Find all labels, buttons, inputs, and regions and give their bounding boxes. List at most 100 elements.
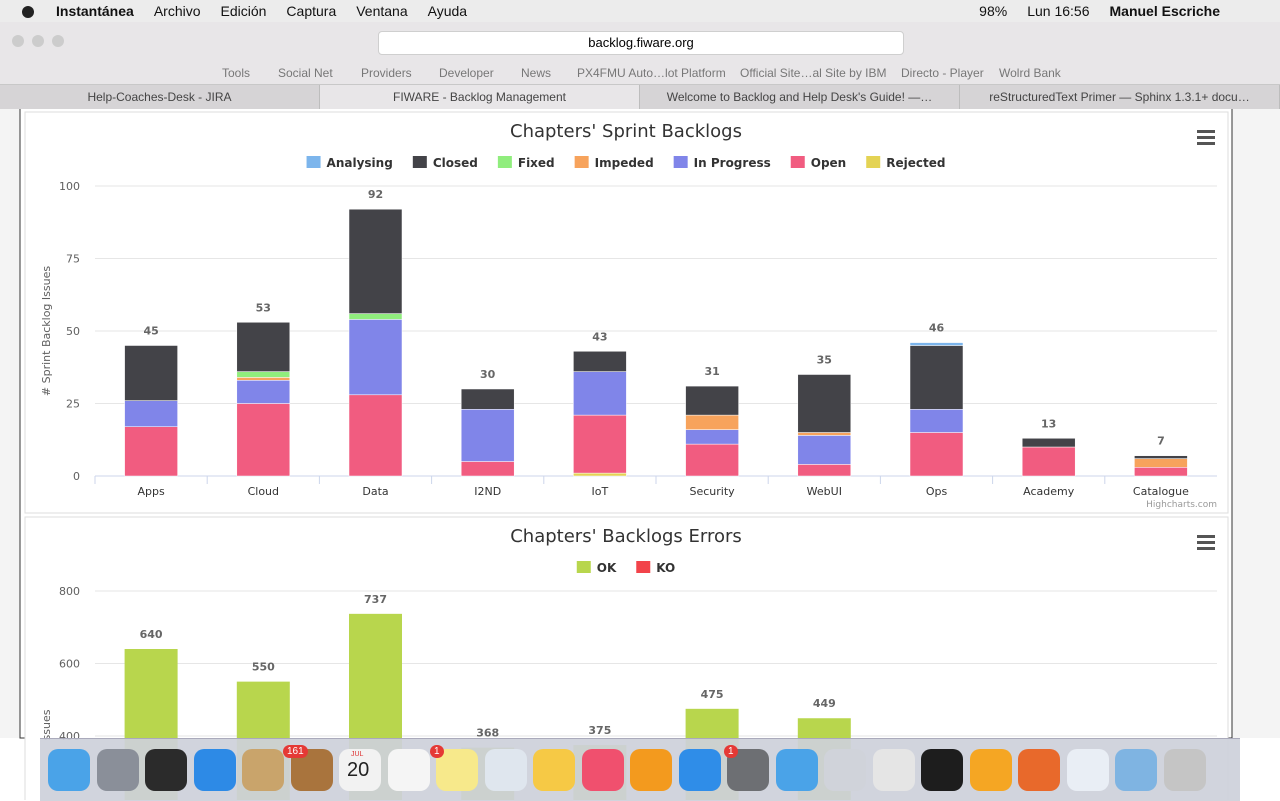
legend-label: OK <box>597 561 617 575</box>
menu[interactable]: Archivo <box>153 3 201 19</box>
bookmark[interactable]: PX4FMU Auto…lot Platform <box>577 66 726 80</box>
menu[interactable]: Ventana <box>356 3 408 19</box>
legend-label: Fixed <box>518 156 555 170</box>
app-name[interactable]: Instantánea <box>56 3 134 19</box>
y-tick-label: 75 <box>66 253 80 266</box>
tab[interactable]: Help-Coaches-Desk - JIRA <box>0 85 320 109</box>
dock-icon[interactable] <box>242 749 284 791</box>
stack-total: 30 <box>480 368 496 381</box>
tab[interactable]: FIWARE - Backlog Management <box>320 85 640 109</box>
legend-swatch <box>673 156 688 168</box>
menu-icon-line <box>1197 130 1215 133</box>
legend-swatch <box>574 156 589 168</box>
bar-segment <box>1021 446 1076 477</box>
toolbar: backlog.fiware.org <box>0 22 1280 62</box>
data-label: 640 <box>140 628 163 641</box>
data-label: 737 <box>364 593 387 606</box>
legend-swatch <box>790 156 805 168</box>
bar-segment <box>797 432 852 436</box>
bar-segment <box>124 345 178 401</box>
bar-segment <box>1134 467 1188 477</box>
data-label: 475 <box>701 688 724 701</box>
dock-icon[interactable] <box>775 749 818 791</box>
bar-segment <box>685 429 739 445</box>
dock-icon[interactable] <box>533 749 575 791</box>
apple-icon[interactable] <box>20 3 36 19</box>
bookmark[interactable]: Directo - Player <box>901 66 984 80</box>
bar-segment <box>685 385 739 416</box>
battery[interactable]: 98% <box>979 3 1008 19</box>
dock-icon[interactable] <box>678 749 721 791</box>
legend-swatch <box>306 156 321 168</box>
bar-segment <box>909 345 964 410</box>
dock-icon[interactable] <box>872 749 915 791</box>
menu-icon-line <box>1197 136 1215 139</box>
bookmark[interactable]: Wolrd Bank <box>999 66 1061 80</box>
menubar: Instantánea Archivo Edición Captura Vent… <box>0 0 1280 22</box>
bookmark[interactable]: News <box>521 66 552 80</box>
tab[interactable]: reStructuredText Primer — Sphinx 1.3.1+ … <box>960 85 1280 109</box>
bookmark[interactable]: Tools <box>222 66 251 80</box>
bar-segment <box>236 377 291 381</box>
dock-icon[interactable] <box>1066 749 1109 791</box>
y-tick-label: 800 <box>59 585 80 598</box>
dock-icon[interactable] <box>484 749 527 791</box>
dock-icon[interactable] <box>921 749 963 791</box>
data-label: 550 <box>252 661 275 674</box>
data-label: 368 <box>476 727 499 740</box>
tab-bar: Help-Coaches-Desk - JIRA FIWARE - Backlog… <box>0 84 1280 109</box>
legend: OK KO <box>576 561 675 575</box>
data-label: 449 <box>813 697 836 710</box>
badge: 1 <box>724 745 738 758</box>
dock-icon[interactable] <box>1115 749 1157 791</box>
x-tick-label: IoT <box>592 485 609 498</box>
x-tick-label: Ops <box>926 485 948 498</box>
calendar-day: 20 <box>347 759 370 781</box>
menu-icon-line <box>1197 142 1215 145</box>
url-bar[interactable]: backlog.fiware.org <box>378 31 904 55</box>
bar-segment <box>1134 458 1188 468</box>
tab[interactable]: Welcome to Backlog and Help Desk's Guide… <box>640 85 960 109</box>
bookmark[interactable]: Providers <box>361 66 412 80</box>
x-tick-label: Cloud <box>248 485 279 498</box>
dock-icon[interactable] <box>969 749 1012 791</box>
dock-icon[interactable] <box>387 749 430 791</box>
badge: 1 <box>430 745 444 758</box>
dock-icon[interactable] <box>1163 749 1206 791</box>
menu[interactable]: Captura <box>286 3 337 19</box>
menu[interactable]: Edición <box>220 3 267 19</box>
dock-icon[interactable] <box>339 749 381 791</box>
x-tick-label: Apps <box>137 485 164 498</box>
dock-icon[interactable] <box>96 749 139 791</box>
menu[interactable]: Ayuda <box>427 3 468 19</box>
legend-label: Closed <box>433 156 478 170</box>
dock-icon[interactable] <box>581 749 624 791</box>
dock-icon[interactable] <box>824 749 866 791</box>
dock-icon[interactable] <box>436 749 478 791</box>
dock-icon[interactable] <box>145 749 187 791</box>
bar-segment <box>685 443 739 477</box>
bookmark[interactable]: Social Net <box>278 66 333 80</box>
bar-segment <box>1021 438 1076 448</box>
window-buttons[interactable] <box>10 33 70 53</box>
y-tick-label: 600 <box>59 658 80 671</box>
calendar-month: JUL <box>351 751 364 758</box>
bar-segment <box>236 322 291 372</box>
dock-icon[interactable] <box>1018 749 1060 791</box>
bar-segment <box>573 472 627 477</box>
bar-segment <box>909 432 964 477</box>
legend-swatch <box>636 561 651 573</box>
bookmark[interactable]: Developer <box>439 66 494 80</box>
bookmark[interactable]: Official Site…al Site by IBM <box>740 66 887 80</box>
x-tick-label: WebUI <box>807 485 842 498</box>
user[interactable]: Manuel Escriche <box>1109 3 1221 19</box>
dock-icon[interactable] <box>193 749 236 791</box>
dock-icon[interactable] <box>48 749 90 791</box>
bar-segment <box>797 435 852 465</box>
clock[interactable]: Lun 16:56 <box>1027 3 1090 19</box>
dock-icon[interactable] <box>630 749 672 791</box>
y-tick-label: 100 <box>59 180 80 193</box>
